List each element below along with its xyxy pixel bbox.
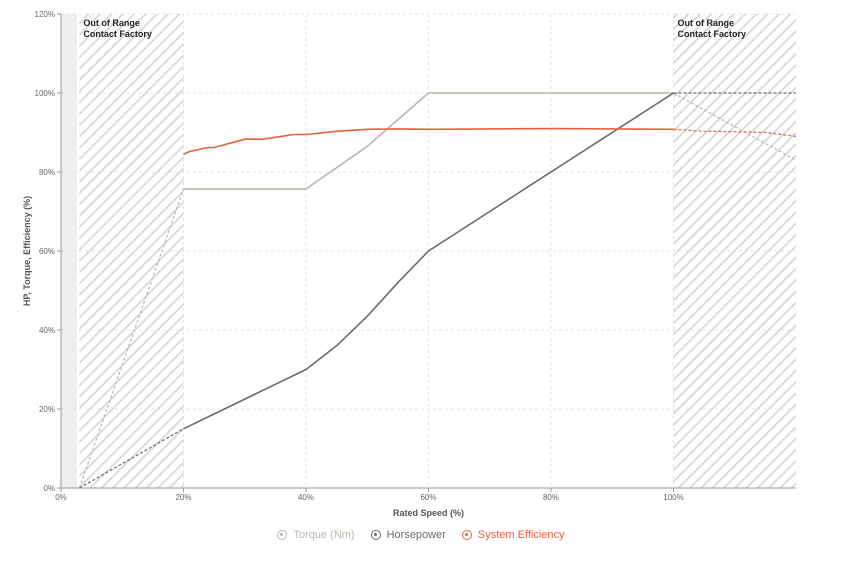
system-efficiency-line [183, 127, 674, 155]
y-tick-label-3: 60% [39, 247, 55, 256]
legend-label: System Efficiency [477, 529, 565, 541]
legend-item-horsepower[interactable]: Horsepower [370, 529, 446, 541]
x-tick-label-5: 100% [663, 493, 683, 502]
legend-marker-icon [461, 530, 472, 540]
x-tick-label-1: 20% [175, 493, 191, 502]
out-of-range-zones [79, 14, 796, 488]
y-axis-title: HP, Torque, Efficiency (%) [22, 196, 32, 306]
torque-nm-extension-high [673, 92, 797, 161]
torque-nm-line [183, 92, 674, 190]
chart-svg: 0% 20% 40% 60% 80% 100% 120% 0% 20% 40% 60% 80% 100%… [22, 10, 797, 518]
legend-label: Torque (Nm) [293, 529, 355, 541]
y-tick-label-4: 80% [39, 168, 55, 177]
zone-label-subtitle-0: Contact Factory [83, 29, 152, 39]
x-tick-label-2: 40% [298, 493, 314, 502]
legend-marker-icon [277, 530, 288, 540]
legend-marker-icon [370, 530, 381, 540]
axes: 0% 20% 40% 60% 80% 100% 120% 0% 20% 40% 60% 80% 100% [35, 10, 796, 502]
zone-label-subtitle-1: Contact Factory [678, 29, 747, 39]
system-efficiency-extension-high [673, 128, 797, 137]
x-axis-title: Rated Speed (%) [393, 508, 464, 518]
y-tick-label-0: 0% [43, 484, 55, 493]
y-tick-label-6: 120% [35, 10, 55, 19]
y-tick-label-1: 20% [39, 405, 55, 414]
zone-label-title-0: Out of Range [83, 18, 140, 28]
legend-label: Horsepower [386, 529, 446, 541]
y-tick-label-2: 40% [39, 326, 55, 335]
x-tick-label-4: 80% [543, 493, 559, 502]
y-tick-label-5: 100% [35, 89, 55, 98]
legend: Torque (Nm) Horsepower System Efficiency [0, 529, 842, 541]
zone-label-title-1: Out of Range [678, 18, 735, 28]
series [78, 92, 797, 489]
horsepower-line [183, 92, 674, 430]
x-tick-label-3: 60% [420, 493, 436, 502]
legend-item-system-efficiency[interactable]: System Efficiency [461, 529, 565, 541]
legend-item-torque-nm[interactable]: Torque (Nm) [277, 529, 355, 541]
out-of-range-zone-0 [79, 14, 184, 488]
x-tick-label-0: 0% [55, 493, 67, 502]
torque-nm-extension-low [78, 188, 185, 489]
